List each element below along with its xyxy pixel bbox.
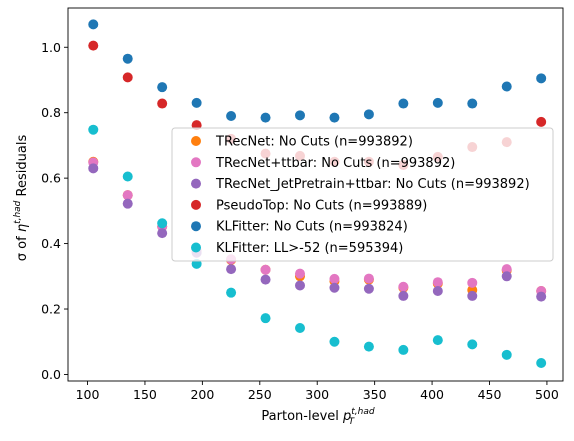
data-point-series-3 xyxy=(363,283,374,294)
data-point-series-5 xyxy=(432,97,443,108)
y-tick-label: 0.0 xyxy=(41,367,61,382)
data-point-series-5 xyxy=(501,81,512,92)
legend-entry-label: TRecNet_JetPretrain+ttbar: No Cuts (n=99… xyxy=(215,177,530,192)
y-tick-label: 1.0 xyxy=(41,40,61,55)
data-point-series-3 xyxy=(157,228,168,239)
legend-entry-label: KLFitter: LL>-52 (n=595394) xyxy=(216,241,403,256)
y-axis-label: σ of ηt,had Residuals xyxy=(13,135,30,262)
data-point-series-6 xyxy=(294,322,305,333)
legend-entry-label: KLFitter: No Cuts (n=993824) xyxy=(216,220,408,235)
data-point-series-2 xyxy=(260,264,271,275)
legend-marker xyxy=(191,136,201,146)
data-point-series-2 xyxy=(432,277,443,288)
legend: TRecNet: No Cuts (n=993892) TRecNet+ttbar… xyxy=(171,127,554,262)
data-point-series-3 xyxy=(260,274,271,285)
x-tick-label: 300 xyxy=(305,387,329,402)
y-tick-label: 0.4 xyxy=(41,236,61,251)
data-point-series-6 xyxy=(260,313,271,324)
data-point-series-5 xyxy=(260,112,271,123)
data-point-series-6 xyxy=(88,124,99,135)
plot-frame xyxy=(67,7,564,382)
x-tick-label: 150 xyxy=(133,387,157,402)
plot-points xyxy=(88,19,547,369)
data-point-series-2 xyxy=(122,190,133,201)
x-axis-ticks: 100 150 200 250 300 350 400 450 500 xyxy=(76,381,559,402)
x-tick-label: 100 xyxy=(76,387,100,402)
data-point-series-4 xyxy=(88,40,99,51)
x-tick-label: 200 xyxy=(190,387,214,402)
legend-entry-label: TRecNet: No Cuts (n=993892) xyxy=(215,135,413,150)
legend-marker xyxy=(191,178,201,189)
legend-entry-label: PseudoTop: No Cuts (n=993889) xyxy=(216,198,427,213)
data-point-series-4 xyxy=(157,98,168,109)
data-point-series-3 xyxy=(398,290,409,301)
y-tick-label: 0.6 xyxy=(41,171,61,186)
data-point-series-2 xyxy=(294,268,305,279)
data-point-series-3 xyxy=(329,282,340,293)
data-point-series-4 xyxy=(536,116,547,127)
legend-entry-label: TRecNet+ttbar: No Cuts (n=993892) xyxy=(215,156,455,171)
data-point-series-2 xyxy=(329,273,340,284)
data-point-series-5 xyxy=(467,98,478,109)
data-point-series-6 xyxy=(363,341,374,352)
data-point-series-5 xyxy=(363,109,374,120)
data-point-series-6 xyxy=(329,336,340,347)
data-point-series-5 xyxy=(226,110,237,121)
data-point-series-2 xyxy=(467,277,478,288)
data-point-series-5 xyxy=(88,19,99,30)
legend-marker xyxy=(191,157,201,168)
x-tick-label: 500 xyxy=(535,387,559,402)
data-point-series-6 xyxy=(536,358,547,369)
data-point-series-6 xyxy=(398,344,409,355)
y-tick-label: 0.2 xyxy=(41,302,61,317)
data-point-series-3 xyxy=(536,291,547,302)
data-point-series-3 xyxy=(467,290,478,301)
data-point-series-6 xyxy=(432,335,443,346)
data-point-series-6 xyxy=(501,349,512,360)
data-point-series-5 xyxy=(329,112,340,123)
data-point-series-6 xyxy=(467,339,478,350)
data-point-series-3 xyxy=(88,163,99,174)
data-point-series-4 xyxy=(122,72,133,83)
data-point-series-5 xyxy=(191,97,202,108)
x-tick-label: 450 xyxy=(478,387,502,402)
data-point-series-3 xyxy=(432,286,443,297)
x-tick-label: 350 xyxy=(363,387,387,402)
data-point-series-6 xyxy=(122,171,133,182)
data-point-series-5 xyxy=(294,110,305,121)
data-point-series-2 xyxy=(398,281,409,292)
legend-marker xyxy=(191,221,201,232)
data-point-series-5 xyxy=(536,73,547,84)
data-point-series-2 xyxy=(501,264,512,275)
data-point-series-6 xyxy=(157,218,168,229)
legend-marker xyxy=(191,199,201,210)
data-point-series-5 xyxy=(122,53,133,64)
data-point-series-6 xyxy=(226,287,237,298)
data-point-series-3 xyxy=(501,271,512,282)
data-point-series-3 xyxy=(226,264,237,275)
data-point-series-3 xyxy=(122,198,133,209)
y-tick-label: 0.8 xyxy=(41,105,61,120)
data-point-series-5 xyxy=(157,82,168,93)
data-point-series-5 xyxy=(398,98,409,109)
legend-box xyxy=(171,127,554,262)
y-axis-ticks: 0.0 0.2 0.4 0.6 0.8 1.0 xyxy=(41,40,68,382)
x-axis-label: Parton-level pt,had T xyxy=(261,407,374,427)
x-tick-label: 250 xyxy=(248,387,272,402)
data-point-series-3 xyxy=(294,280,305,291)
x-tick-label: 400 xyxy=(420,387,444,402)
legend-marker xyxy=(191,242,201,253)
data-point-series-2 xyxy=(363,273,374,284)
